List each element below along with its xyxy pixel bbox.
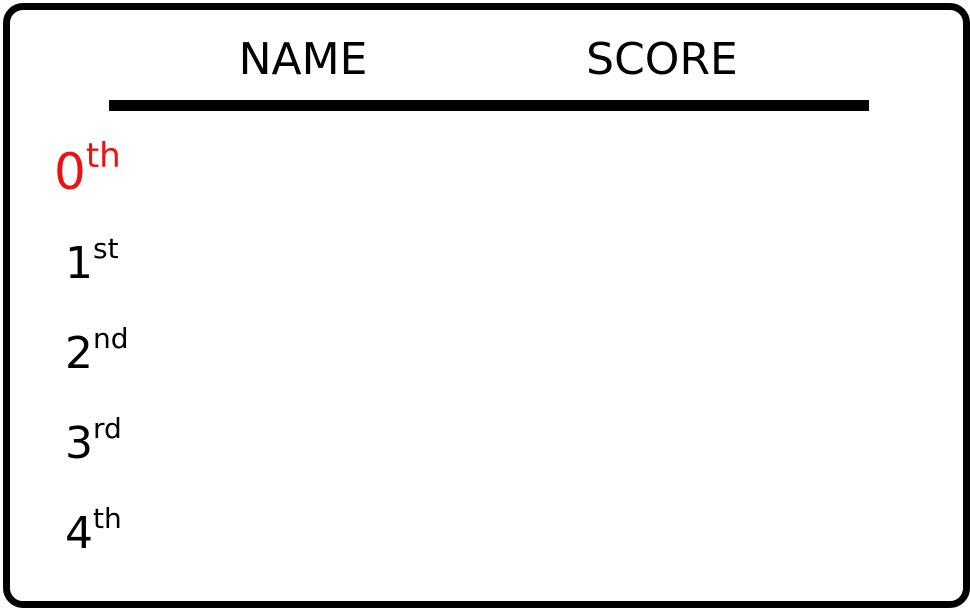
rank-number: 3 <box>65 418 93 469</box>
rank-row: 0th <box>10 136 963 226</box>
rank-suffix: rd <box>93 412 122 445</box>
rank-list: 0th 1st 2nd 3rd 4th <box>10 136 963 586</box>
rank-suffix: th <box>85 136 121 176</box>
leaderboard-panel: NAME SCORE 0th 1st 2nd 3rd 4th <box>3 3 970 608</box>
rank-suffix: th <box>93 502 122 535</box>
name-column-header: NAME <box>238 34 368 85</box>
rank-number: 4 <box>65 508 93 559</box>
rank-number: 1 <box>65 238 93 289</box>
rank-label: 3rd <box>65 414 122 474</box>
rank-row: 4th <box>10 496 963 586</box>
rank-number: 2 <box>65 328 93 379</box>
rank-row: 3rd <box>10 406 963 496</box>
rank-label: 1st <box>65 234 119 294</box>
rank-label: 2nd <box>65 324 129 384</box>
score-column-header: SCORE <box>586 34 738 85</box>
rank-row: 2nd <box>10 316 963 406</box>
leaderboard-header: NAME SCORE <box>10 30 963 90</box>
rank-row: 1st <box>10 226 963 316</box>
rank-number: 0 <box>54 143 86 201</box>
rank-label: 0th <box>54 139 121 202</box>
header-divider <box>109 100 869 111</box>
rank-label: 4th <box>65 504 122 564</box>
rank-suffix: st <box>93 232 119 265</box>
rank-suffix: nd <box>93 322 129 355</box>
